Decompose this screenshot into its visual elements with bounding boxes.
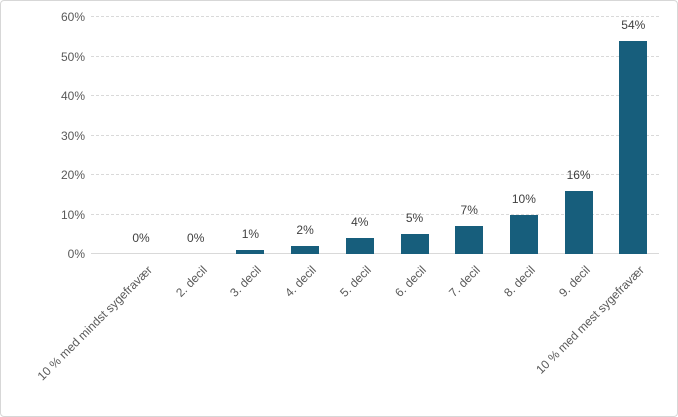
bar-4	[291, 246, 320, 254]
bar-value-label: 5%	[405, 211, 424, 226]
gridline-20%	[91, 174, 659, 175]
bar-value-label: 10%	[511, 191, 536, 206]
bar-3	[236, 250, 265, 254]
bar-value-label: 16%	[566, 167, 591, 182]
bar-7	[455, 226, 484, 254]
bar-5	[345, 238, 374, 254]
bar-value-label: 54%	[621, 17, 646, 32]
y-axis-tick-label: 30%	[60, 128, 85, 143]
gridline-40%	[91, 95, 659, 96]
bar-value-label: 2%	[296, 223, 314, 238]
y-axis-tick-label: 40%	[60, 89, 85, 103]
y-axis-tick-label: 20%	[60, 168, 85, 182]
plot-area: 0% 10 % med mindst sygefravær 0% 2. decil 1%…	[35, 16, 659, 383]
y-axis-tick-label: 0%	[67, 247, 85, 261]
bar-value-label: 4%	[351, 215, 369, 230]
bar-value-label: 7%	[460, 203, 478, 218]
gridline-60%	[91, 16, 659, 17]
gridline-30%	[91, 134, 659, 136]
bar-6	[400, 234, 429, 254]
bar-9	[564, 190, 593, 254]
bar-value-label: 0%	[132, 231, 150, 245]
bar-8	[509, 214, 538, 254]
y-axis-tick-label: 60%	[60, 10, 85, 24]
y-axis-tick-label: 50%	[60, 49, 85, 64]
bar-value-label: 0%	[187, 231, 205, 245]
bar-10	[619, 40, 648, 254]
gridline-50%	[91, 55, 659, 57]
gridline-0%	[91, 253, 659, 254]
gridline-10%	[91, 213, 659, 215]
y-axis-tick-label: 10%	[60, 207, 85, 222]
bar-value-label: 1%	[241, 227, 260, 242]
